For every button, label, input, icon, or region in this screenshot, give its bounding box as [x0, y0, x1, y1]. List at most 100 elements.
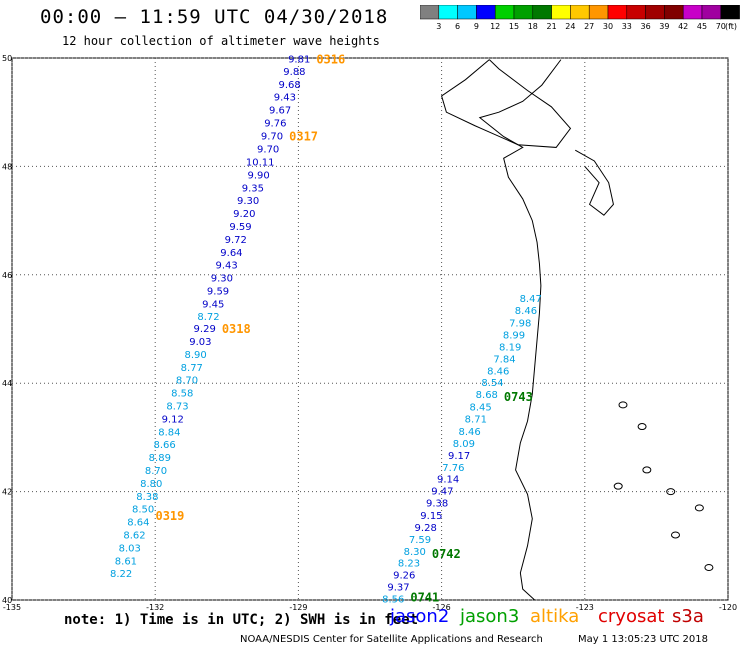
color-scale-label: 27 [584, 22, 595, 31]
swh-reading: 8.47 [520, 294, 542, 305]
swh-reading: 9.12 [162, 415, 184, 426]
swh-reading: 7.98 [509, 319, 531, 330]
swh-reading: 8.23 [398, 559, 420, 570]
swh-reading: 8.46 [515, 306, 537, 317]
color-scale-label: 42 [678, 22, 689, 31]
color-scale-label: 6 [455, 22, 461, 31]
swh-reading: 9.90 [247, 171, 269, 182]
footer-timestamp: May 1 13:05:23 UTC 2018 [578, 634, 708, 645]
swh-reading: 8.70 [145, 466, 167, 477]
legend-altika: altika [530, 606, 580, 627]
color-scale-label: 18 [527, 22, 538, 31]
coastline [478, 59, 562, 601]
units-note: note: 1) Time is in UTC; 2) SWH is in fe… [64, 612, 419, 628]
swh-reading: 8.70 [176, 375, 198, 386]
swh-reading: 9.59 [207, 287, 229, 298]
color-scale-label: 45 [696, 22, 708, 31]
swh-reading: 8.80 [140, 479, 162, 490]
chart-subtitle: 12 hour collection of altimeter wave hei… [62, 34, 380, 48]
swh-reading: 8.68 [476, 390, 498, 401]
color-scale-label: 3 [436, 22, 442, 31]
swh-reading: 9.37 [387, 583, 409, 594]
lat-tick-label: 46 [2, 271, 12, 280]
swh-reading: 8.45 [469, 403, 491, 414]
swh-reading: 9.72 [225, 235, 247, 246]
swh-reading: 9.70 [257, 145, 279, 156]
inland-lake [637, 423, 647, 431]
swh-reading: 7.59 [409, 535, 431, 546]
swh-reading: 8.84 [158, 428, 180, 439]
color-scale-bar [420, 5, 740, 20]
swh-reading: 9.03 [189, 337, 211, 348]
swh-reading: 9.28 [415, 523, 437, 534]
footer-credit: NOAA/NESDIS Center for Satellite Applica… [240, 634, 543, 645]
swh-reading: 9.45 [202, 300, 224, 311]
map-frame [11, 57, 729, 601]
swh-reading: 9.30 [211, 274, 233, 285]
swh-reading: 10.11 [246, 158, 275, 169]
vancouver-island-outline [441, 59, 572, 148]
lat-tick-label: 48 [2, 162, 12, 171]
lon-tick-label: -135 [3, 603, 21, 612]
swh-reading: 9.70 [261, 132, 283, 143]
lon-tick-label: -129 [289, 603, 307, 612]
color-scale-label: 30 [602, 22, 614, 31]
color-scale-label: 21 [546, 22, 557, 31]
color-scale-label: 24 [565, 22, 576, 31]
pass-number-label: 0742 [432, 547, 461, 561]
color-scale-label: 70 [715, 22, 726, 31]
swh-reading: 9.14 [437, 475, 459, 486]
swh-reading: 9.38 [426, 499, 448, 510]
swh-reading: 8.09 [453, 439, 475, 450]
swh-reading: 8.50 [132, 504, 154, 515]
lon-tick-label: -120 [719, 603, 737, 612]
swh-reading: 8.22 [110, 569, 132, 580]
swh-reading: 9.35 [242, 184, 264, 195]
lat-tick-label: 50 [2, 54, 12, 63]
legend-s3a: s3a [672, 606, 704, 627]
pass-number-label: 0317 [289, 130, 318, 144]
inland-lake [666, 488, 676, 496]
color-scale-labels: 3 6 9 12 15 18 21 24 27 30 33 36 39 42 45 70 [420, 22, 740, 36]
swh-reading: 8.99 [503, 331, 525, 342]
lat-tick-label: 44 [2, 379, 12, 388]
pass-number-label: 0741 [410, 590, 439, 604]
color-scale-label: 36 [640, 22, 651, 31]
swh-reading: 8.54 [481, 378, 503, 389]
lat-tick-label: 40 [2, 596, 12, 605]
inland-lake [670, 531, 680, 539]
swh-reading: 9.67 [269, 106, 291, 117]
swh-reading: 9.88 [283, 67, 305, 78]
legend-jason3: jason3 [460, 606, 520, 627]
swh-reading: 9.81 [288, 55, 310, 66]
inland-lake [642, 466, 652, 474]
lon-tick-label: -126 [433, 603, 451, 612]
swh-reading: 8.89 [149, 453, 171, 464]
color-scale-label: 9 [473, 22, 479, 31]
legend-cryosat: cryosat [598, 606, 665, 627]
legend-jason2: jason2 [390, 606, 450, 627]
swh-reading: 8.46 [458, 427, 480, 438]
lat-tick-label: 42 [2, 488, 12, 497]
swh-reading: 8.66 [153, 440, 175, 451]
swh-reading: 8.77 [181, 363, 203, 374]
swh-reading: 9.68 [279, 80, 301, 91]
swh-reading: 9.43 [216, 261, 238, 272]
color-scale-label: 15 [508, 22, 520, 31]
lon-tick-label: -132 [146, 603, 164, 612]
lon-tick-label: -123 [576, 603, 594, 612]
swh-reading: 8.03 [119, 544, 141, 555]
swh-reading: 8.62 [123, 531, 145, 542]
swh-reading: 8.46 [487, 366, 509, 377]
pass-number-label: 0318 [222, 322, 251, 336]
swh-reading: 8.61 [115, 557, 137, 568]
swh-reading: 9.26 [393, 571, 415, 582]
swh-reading: 8.71 [465, 415, 487, 426]
swh-reading: 9.15 [420, 511, 442, 522]
swh-reading: 9.43 [274, 93, 296, 104]
swh-reading: 8.64 [127, 517, 149, 528]
color-scale-label: 39 [659, 22, 670, 31]
inland-lake [613, 482, 623, 490]
swh-reading: 9.17 [448, 451, 470, 462]
swh-reading: 9.76 [264, 119, 286, 130]
